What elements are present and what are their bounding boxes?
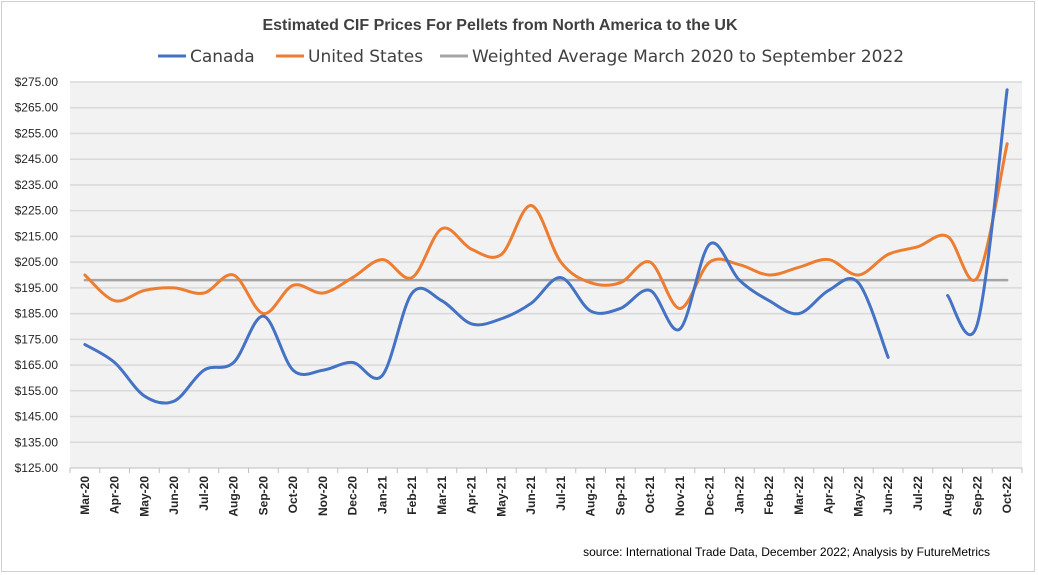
x-tick-label: Aug-21 bbox=[584, 476, 598, 517]
x-tick-label: Oct-20 bbox=[286, 476, 300, 514]
y-tick-label: $135.00 bbox=[15, 435, 59, 449]
x-tick-label: May-22 bbox=[851, 476, 865, 517]
x-tick-label: Feb-21 bbox=[405, 476, 419, 515]
source-note: source: International Trade Data, Decemb… bbox=[583, 545, 990, 559]
x-tick-label: Jul-22 bbox=[911, 476, 925, 511]
y-tick-label: $155.00 bbox=[15, 384, 59, 398]
y-tick-label: $165.00 bbox=[15, 358, 59, 372]
y-axis-ticks: $125.00 $135.00 $145.00 $155.00 $165.00 $175.… bbox=[15, 75, 59, 475]
legend-label: Weighted Average March 2020 to September… bbox=[472, 47, 904, 67]
x-tick-label: Jun-22 bbox=[881, 476, 895, 515]
x-tick-label: Mar-21 bbox=[435, 476, 449, 515]
legend-label: United States bbox=[308, 47, 423, 67]
y-tick-label: $225.00 bbox=[15, 204, 59, 218]
x-tick-label: Dec-21 bbox=[703, 476, 717, 516]
x-tick-label: Apr-20 bbox=[108, 476, 122, 514]
x-tick-label: May-20 bbox=[137, 476, 151, 517]
y-tick-label: $185.00 bbox=[15, 307, 59, 321]
x-tick-label: May-21 bbox=[494, 476, 508, 517]
y-tick-label: $195.00 bbox=[15, 281, 59, 295]
x-tick-label: Aug-22 bbox=[941, 476, 955, 517]
x-tick-label: Mar-20 bbox=[78, 476, 92, 515]
x-tick-label: Sep-22 bbox=[970, 476, 984, 516]
x-tick-label: Aug-20 bbox=[227, 476, 241, 517]
y-tick-label: $245.00 bbox=[15, 152, 59, 166]
series-lines bbox=[83, 88, 1009, 405]
x-tick-label: Jan-21 bbox=[375, 476, 389, 514]
y-tick-label: $255.00 bbox=[15, 126, 59, 140]
y-tick-label: $125.00 bbox=[15, 461, 59, 475]
y-tick-label: $145.00 bbox=[15, 410, 59, 424]
legend: Canada United States Weighted Average Marc… bbox=[158, 47, 904, 67]
x-tick-label: Dec-20 bbox=[346, 476, 360, 516]
gridlines bbox=[70, 81, 1022, 469]
x-tick-label: Jun-20 bbox=[167, 476, 181, 515]
y-tick-label: $265.00 bbox=[15, 101, 59, 115]
x-tick-label: Apr-21 bbox=[465, 476, 479, 514]
series-line-canada bbox=[83, 88, 1009, 405]
y-tick-label: $235.00 bbox=[15, 178, 59, 192]
x-tick-label: Oct-22 bbox=[1000, 476, 1014, 514]
x-tick-label: Sep-21 bbox=[613, 476, 627, 516]
x-tick-label: Oct-21 bbox=[643, 476, 657, 514]
y-tick-label: $175.00 bbox=[15, 332, 59, 346]
x-tick-label: Jul-21 bbox=[554, 476, 568, 511]
legend-label: Canada bbox=[190, 47, 255, 67]
x-tick-label: Feb-22 bbox=[762, 476, 776, 515]
x-tick-label: Apr-22 bbox=[822, 476, 836, 514]
plot-area bbox=[70, 82, 1022, 468]
chart-title: Estimated CIF Prices For Pellets from No… bbox=[262, 17, 738, 34]
x-tick-label: Mar-22 bbox=[792, 476, 806, 515]
x-tick-label: Sep-20 bbox=[256, 476, 270, 516]
x-axis-ticks: Mar-20 Apr-20 May-20 Jun-20 Jul-20 Aug-20 Sep-… bbox=[69, 468, 1023, 517]
x-tick-label: Jul-20 bbox=[197, 476, 211, 511]
y-tick-label: $275.00 bbox=[15, 75, 59, 89]
x-tick-label: Jun-21 bbox=[524, 476, 538, 515]
x-tick-label: Nov-20 bbox=[316, 476, 330, 516]
y-tick-label: $215.00 bbox=[15, 229, 59, 243]
x-tick-label: Nov-21 bbox=[673, 476, 687, 516]
x-tick-label: Jan-22 bbox=[732, 476, 746, 514]
series-line-united-states bbox=[83, 142, 1009, 316]
y-tick-label: $205.00 bbox=[15, 255, 59, 269]
